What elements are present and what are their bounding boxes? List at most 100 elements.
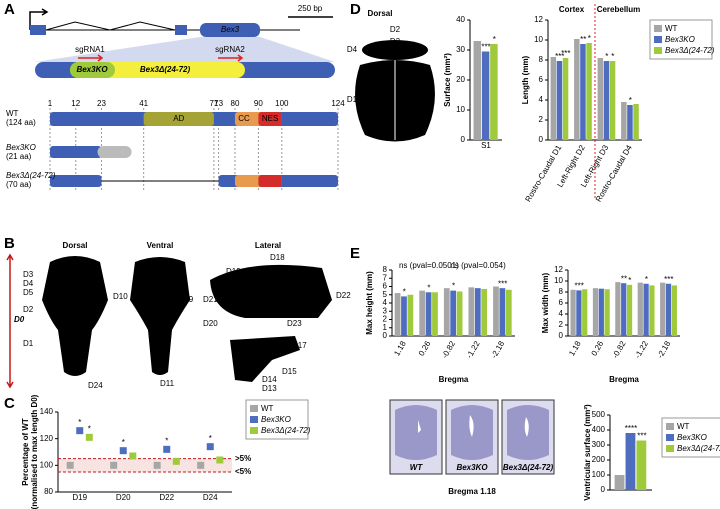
bar [604, 289, 610, 336]
position-label: 71 [209, 99, 218, 108]
x-tick-label: -0.82 [440, 339, 457, 360]
significance: **** [625, 424, 637, 433]
y-tick-label: 40 [456, 15, 465, 24]
measure-label: D2 [23, 305, 34, 314]
section-label: Bex3Δ(24-72) [503, 463, 554, 472]
protein-segment [258, 112, 282, 126]
y-tick-label: 80 [44, 487, 53, 496]
protein-length: (21 aa) [6, 152, 32, 161]
view-title: Lateral [255, 241, 281, 250]
significance: * [165, 436, 168, 445]
legend-label: WT [665, 24, 678, 33]
significance: * [588, 34, 591, 43]
legend-swatch [666, 434, 674, 441]
cerebellum [362, 40, 428, 60]
threshold-label: <5% [235, 467, 251, 476]
measure-label: D14 [262, 375, 277, 384]
significance: *** [498, 279, 507, 288]
measure-label: D1 [347, 95, 358, 104]
y-tick-label: 200 [592, 455, 606, 464]
bar [625, 433, 636, 490]
group-label: Cortex [559, 5, 585, 14]
bar [450, 290, 457, 336]
measure-label: D2 [390, 25, 401, 34]
significance: *** [561, 49, 570, 58]
y-tick-label: 10 [456, 105, 465, 114]
measure-label: D18 [270, 253, 285, 262]
bar [456, 291, 463, 336]
bar [627, 105, 633, 140]
y-tick-label: 3 [383, 306, 388, 315]
protein-segment [258, 175, 282, 187]
bar [570, 289, 576, 336]
x-tick-label: 0.26 [590, 339, 606, 357]
panel-letter: B [4, 235, 15, 252]
bar [505, 289, 512, 336]
measure-label: D8 [70, 257, 81, 266]
position-label: 80 [231, 99, 240, 108]
x-tick-label: -2.18 [489, 339, 506, 360]
position-label: 12 [71, 99, 80, 108]
y-tick-label: 4 [559, 309, 564, 318]
label: sgRNA2 [215, 45, 245, 54]
bar [615, 282, 621, 336]
measure-label: D9 [183, 295, 194, 304]
y-axis-label: (normalised to max length D0) [30, 394, 39, 509]
measure-label: D7 [66, 365, 77, 374]
protein-length: (124 aa) [6, 118, 36, 127]
bar [490, 44, 498, 140]
measure-label: D21 [203, 295, 218, 304]
bar [493, 286, 499, 336]
bar [621, 102, 627, 140]
y-tick-label: 300 [592, 440, 606, 449]
y-tick-label: 12 [534, 15, 543, 24]
note: ns (pval=0.054) [450, 261, 506, 270]
y-axis-label: Length (mm) [521, 55, 530, 104]
section-label: Bex3KO [456, 463, 488, 472]
bar [660, 282, 666, 336]
y-tick-label: 100 [40, 460, 54, 469]
view-title: Dorsal [368, 9, 393, 18]
protein-segment [97, 146, 132, 158]
bar [665, 283, 672, 336]
y-tick-label: 0 [601, 485, 606, 494]
threshold-label: >5% [235, 454, 251, 463]
y-tick-label: 2 [539, 115, 544, 124]
bar [671, 285, 677, 336]
bar [443, 288, 450, 336]
dot [163, 445, 171, 453]
protein-name: WT [6, 109, 19, 118]
y-tick-label: 8 [539, 55, 544, 64]
y-tick-label: 4 [539, 95, 544, 104]
position-label: 1 [48, 99, 53, 108]
skull-ventral [130, 257, 190, 375]
exon [175, 25, 187, 35]
bar [636, 440, 647, 490]
legend-swatch [250, 405, 258, 412]
significance: * [629, 96, 632, 105]
bar [598, 288, 604, 336]
legend-swatch [666, 423, 674, 430]
y-tick-label: 6 [539, 75, 544, 84]
panel-letter: C [4, 395, 15, 412]
bar [432, 292, 438, 336]
bar [468, 287, 475, 336]
bar [603, 61, 610, 140]
dot [197, 461, 205, 469]
significance: ** [621, 274, 627, 283]
promoter [29, 8, 49, 30]
y-axis-label: Max width (mm) [541, 272, 550, 333]
measure-label: D4 [347, 45, 358, 54]
y-tick-label: 7 [383, 273, 388, 282]
bar [401, 296, 407, 336]
sgrna-arrow [78, 54, 244, 62]
legend-label: WT [677, 422, 690, 431]
bar [633, 104, 639, 140]
x-tick-label: -0.82 [611, 339, 628, 360]
legend-swatch [250, 427, 258, 434]
significance: * [427, 283, 430, 292]
position-label: 90 [254, 99, 263, 108]
y-tick-label: 8 [383, 265, 388, 274]
significance: *** [637, 432, 646, 441]
